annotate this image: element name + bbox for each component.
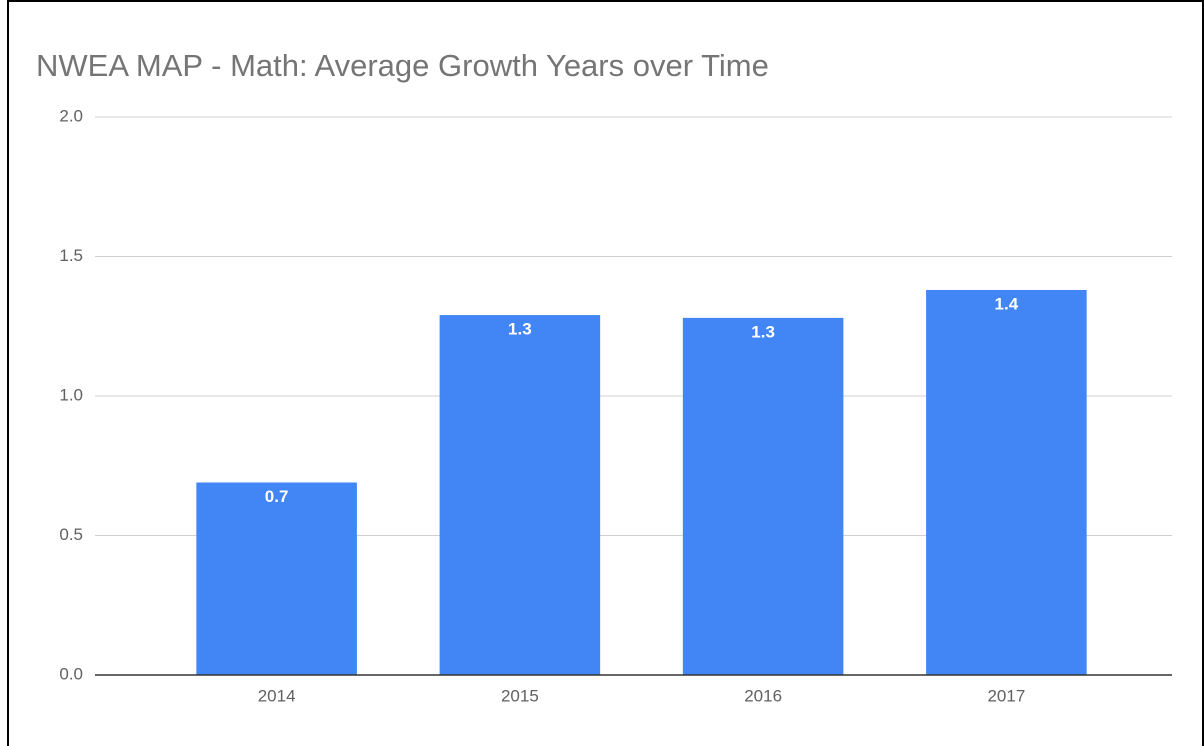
y-tick-label: 2.0 (59, 106, 83, 125)
value-label: 1.3 (508, 320, 532, 339)
x-tick-label: 2014 (258, 686, 296, 705)
value-label: 1.4 (995, 294, 1019, 313)
bar (439, 315, 601, 675)
y-tick-label: 1.0 (59, 385, 83, 404)
y-tick-label: 1.5 (59, 246, 83, 265)
bar (196, 482, 357, 675)
value-label: 0.7 (265, 487, 289, 506)
bar (926, 289, 1087, 675)
y-tick-label: 0.5 (59, 525, 83, 544)
x-tick-label: 2017 (987, 686, 1025, 705)
x-tick-label: 2016 (744, 686, 782, 705)
x-tick-label: 2015 (501, 686, 539, 705)
y-tick-label: 0.0 (59, 664, 83, 683)
value-label: 1.3 (751, 322, 775, 341)
chart-title: NWEA MAP - Math: Average Growth Years ov… (36, 48, 769, 83)
bar (682, 317, 844, 675)
